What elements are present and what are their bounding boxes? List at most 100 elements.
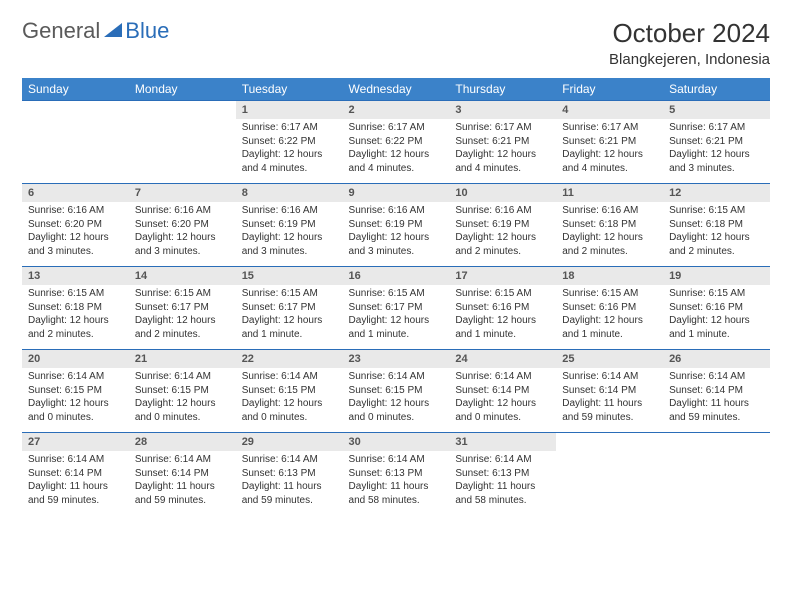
calendar-day-cell: 12Sunrise: 6:15 AMSunset: 6:18 PMDayligh… (663, 184, 770, 267)
calendar-day-cell: 10Sunrise: 6:16 AMSunset: 6:19 PMDayligh… (449, 184, 556, 267)
day-number: 20 (22, 350, 129, 368)
calendar-day-cell: 11Sunrise: 6:16 AMSunset: 6:18 PMDayligh… (556, 184, 663, 267)
day-body: Sunrise: 6:14 AMSunset: 6:13 PMDaylight:… (236, 451, 343, 515)
sunrise-text: Sunrise: 6:15 AM (562, 287, 657, 301)
calendar-day-cell: 24Sunrise: 6:14 AMSunset: 6:14 PMDayligh… (449, 350, 556, 433)
day-number: 27 (22, 433, 129, 451)
day-number: 25 (556, 350, 663, 368)
calendar-header-row: Sunday Monday Tuesday Wednesday Thursday… (22, 78, 770, 101)
sunset-text: Sunset: 6:14 PM (135, 467, 230, 481)
daylight-text: Daylight: 12 hours and 2 minutes. (669, 231, 764, 258)
calendar-day-cell: 2Sunrise: 6:17 AMSunset: 6:22 PMDaylight… (343, 101, 450, 184)
sunset-text: Sunset: 6:18 PM (562, 218, 657, 232)
daylight-text: Daylight: 11 hours and 59 minutes. (242, 480, 337, 507)
sunset-text: Sunset: 6:14 PM (28, 467, 123, 481)
day-body: Sunrise: 6:17 AMSunset: 6:22 PMDaylight:… (236, 119, 343, 183)
daylight-text: Daylight: 12 hours and 3 minutes. (28, 231, 123, 258)
day-body: Sunrise: 6:15 AMSunset: 6:18 PMDaylight:… (22, 285, 129, 349)
day-body: Sunrise: 6:16 AMSunset: 6:20 PMDaylight:… (22, 202, 129, 266)
daylight-text: Daylight: 11 hours and 58 minutes. (455, 480, 550, 507)
page-header: General Blue October 2024 Blangkejeren, … (22, 18, 770, 68)
day-number: 22 (236, 350, 343, 368)
day-body: Sunrise: 6:14 AMSunset: 6:15 PMDaylight:… (343, 368, 450, 432)
sunrise-text: Sunrise: 6:14 AM (349, 370, 444, 384)
sunrise-text: Sunrise: 6:15 AM (455, 287, 550, 301)
day-number: 23 (343, 350, 450, 368)
sunset-text: Sunset: 6:13 PM (242, 467, 337, 481)
sunset-text: Sunset: 6:17 PM (242, 301, 337, 315)
daylight-text: Daylight: 12 hours and 1 minute. (455, 314, 550, 341)
calendar-week-row: 1Sunrise: 6:17 AMSunset: 6:22 PMDaylight… (22, 101, 770, 184)
daylight-text: Daylight: 12 hours and 0 minutes. (135, 397, 230, 424)
day-body: Sunrise: 6:15 AMSunset: 6:18 PMDaylight:… (663, 202, 770, 266)
sunrise-text: Sunrise: 6:14 AM (135, 453, 230, 467)
calendar-day-cell: 7Sunrise: 6:16 AMSunset: 6:20 PMDaylight… (129, 184, 236, 267)
day-body: Sunrise: 6:17 AMSunset: 6:22 PMDaylight:… (343, 119, 450, 183)
weekday-header: Monday (129, 78, 236, 101)
daylight-text: Daylight: 12 hours and 3 minutes. (135, 231, 230, 258)
sunrise-text: Sunrise: 6:14 AM (28, 370, 123, 384)
day-number: 31 (449, 433, 556, 451)
daylight-text: Daylight: 12 hours and 0 minutes. (28, 397, 123, 424)
calendar-day-cell (556, 433, 663, 516)
calendar-body: 1Sunrise: 6:17 AMSunset: 6:22 PMDaylight… (22, 101, 770, 516)
daylight-text: Daylight: 12 hours and 1 minute. (562, 314, 657, 341)
daylight-text: Daylight: 12 hours and 2 minutes. (28, 314, 123, 341)
sunset-text: Sunset: 6:14 PM (455, 384, 550, 398)
calendar-week-row: 27Sunrise: 6:14 AMSunset: 6:14 PMDayligh… (22, 433, 770, 516)
day-body: Sunrise: 6:14 AMSunset: 6:14 PMDaylight:… (663, 368, 770, 432)
calendar-day-cell: 6Sunrise: 6:16 AMSunset: 6:20 PMDaylight… (22, 184, 129, 267)
sunrise-text: Sunrise: 6:16 AM (28, 204, 123, 218)
sunrise-text: Sunrise: 6:14 AM (28, 453, 123, 467)
day-body: Sunrise: 6:14 AMSunset: 6:14 PMDaylight:… (129, 451, 236, 515)
calendar-day-cell: 27 Sunrise: 6:14 AMSunset: 6:14 PMDayligh… (22, 433, 129, 516)
title-block: October 2024 Blangkejeren, Indonesia (609, 18, 770, 68)
calendar-day-cell: 21Sunrise: 6:14 AMSunset: 6:15 PMDayligh… (129, 350, 236, 433)
sunrise-text: Sunrise: 6:14 AM (455, 453, 550, 467)
sunset-text: Sunset: 6:13 PM (349, 467, 444, 481)
day-number: 18 (556, 267, 663, 285)
sunset-text: Sunset: 6:20 PM (135, 218, 230, 232)
sunset-text: Sunset: 6:19 PM (349, 218, 444, 232)
sunset-text: Sunset: 6:20 PM (28, 218, 123, 232)
daylight-text: Daylight: 12 hours and 2 minutes. (562, 231, 657, 258)
sunset-text: Sunset: 6:16 PM (562, 301, 657, 315)
day-number: 2 (343, 101, 450, 119)
day-body: Sunrise: 6:15 AMSunset: 6:16 PMDaylight:… (663, 285, 770, 349)
day-number: 3 (449, 101, 556, 119)
sunrise-text: Sunrise: 6:16 AM (455, 204, 550, 218)
day-body: Sunrise: 6:16 AMSunset: 6:19 PMDaylight:… (343, 202, 450, 266)
sunrise-text: Sunrise: 6:16 AM (242, 204, 337, 218)
calendar-day-cell (129, 101, 236, 184)
sunset-text: Sunset: 6:15 PM (242, 384, 337, 398)
location-label: Blangkejeren, Indonesia (609, 51, 770, 68)
day-body: Sunrise: 6:15 AMSunset: 6:17 PMDaylight:… (236, 285, 343, 349)
calendar-day-cell: 17Sunrise: 6:15 AMSunset: 6:16 PMDayligh… (449, 267, 556, 350)
sunset-text: Sunset: 6:22 PM (242, 135, 337, 149)
sunrise-text: Sunrise: 6:17 AM (455, 121, 550, 135)
sunset-text: Sunset: 6:15 PM (135, 384, 230, 398)
daylight-text: Daylight: 12 hours and 2 minutes. (455, 231, 550, 258)
sunset-text: Sunset: 6:21 PM (669, 135, 764, 149)
sunset-text: Sunset: 6:15 PM (28, 384, 123, 398)
daylight-text: Daylight: 11 hours and 59 minutes. (562, 397, 657, 424)
logo: General Blue (22, 18, 169, 44)
daylight-text: Daylight: 12 hours and 1 minute. (349, 314, 444, 341)
daylight-text: Daylight: 12 hours and 0 minutes. (349, 397, 444, 424)
sunrise-text: Sunrise: 6:14 AM (242, 370, 337, 384)
sunset-text: Sunset: 6:17 PM (349, 301, 444, 315)
day-body: Sunrise: 6:14 AMSunset: 6:15 PMDaylight:… (236, 368, 343, 432)
sunrise-text: Sunrise: 6:15 AM (28, 287, 123, 301)
sunrise-text: Sunrise: 6:16 AM (562, 204, 657, 218)
sunset-text: Sunset: 6:15 PM (349, 384, 444, 398)
daylight-text: Daylight: 11 hours and 59 minutes. (28, 480, 123, 507)
day-body: Sunrise: 6:17 AMSunset: 6:21 PMDaylight:… (556, 119, 663, 183)
sunrise-text: Sunrise: 6:17 AM (669, 121, 764, 135)
sunset-text: Sunset: 6:18 PM (28, 301, 123, 315)
daylight-text: Daylight: 12 hours and 4 minutes. (349, 148, 444, 175)
day-number: 30 (343, 433, 450, 451)
day-body: Sunrise: 6:14 AMSunset: 6:13 PMDaylight:… (343, 451, 450, 515)
day-number: 12 (663, 184, 770, 202)
day-number: 8 (236, 184, 343, 202)
weekday-header: Sunday (22, 78, 129, 101)
